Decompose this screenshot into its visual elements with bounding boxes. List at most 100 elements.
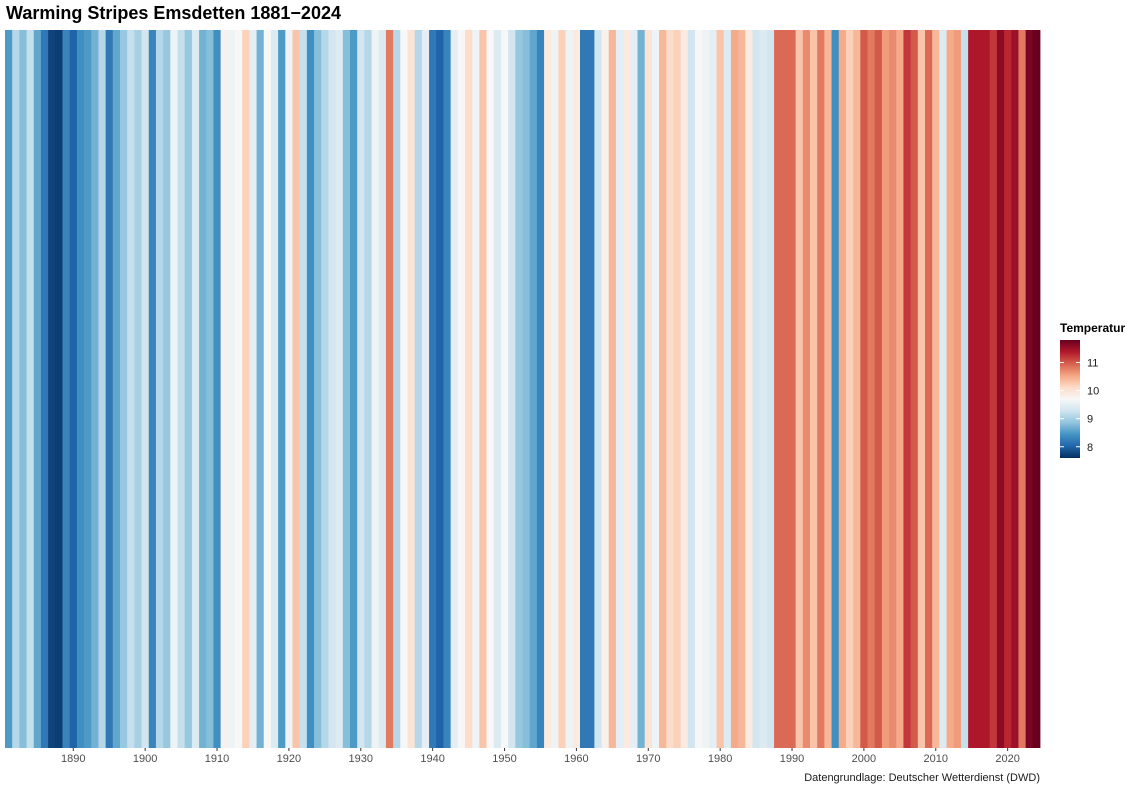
chart-caption: Datengrundlage: Deutscher Wetterdienst (… (804, 772, 1040, 784)
stripe-1899 (134, 30, 142, 748)
stripe-1934 (385, 30, 394, 748)
stripe-1966 (615, 30, 624, 748)
stripe-1952 (515, 30, 523, 748)
legend-tick-label: 9 (1087, 414, 1093, 426)
stripe-1935 (393, 30, 401, 748)
stripe-1905 (177, 30, 186, 748)
stripe-1927 (335, 30, 344, 748)
stripe-1999 (853, 30, 861, 748)
stripe-1891 (76, 30, 85, 748)
stripe-1949 (493, 30, 502, 748)
stripe-2010 (932, 30, 940, 748)
stripe-1887 (48, 30, 56, 748)
stripe-2012 (946, 30, 955, 748)
chart-title: Warming Stripes Emsdetten 1881−2024 (6, 3, 341, 23)
stripe-1960 (572, 30, 581, 748)
stripe-1985 (752, 30, 761, 748)
stripe-1932 (371, 30, 380, 748)
stripe-1923 (306, 30, 315, 748)
stripe-1995 (824, 30, 832, 748)
stripe-2018 (989, 30, 998, 748)
legend-tick-label: 8 (1087, 442, 1093, 454)
stripe-1938 (414, 30, 423, 748)
stripe-2003 (881, 30, 890, 748)
legend-title: Temperatur (1060, 321, 1125, 335)
stripe-1970 (644, 30, 653, 748)
stripe-2014 (960, 30, 969, 748)
stripe-1937 (407, 30, 416, 748)
x-tick-label: 1930 (349, 753, 373, 765)
stripe-1897 (120, 30, 128, 748)
stripe-1940 (429, 30, 437, 748)
stripe-1906 (184, 30, 193, 748)
stripe-1931 (364, 30, 372, 748)
stripe-1943 (450, 30, 459, 748)
stripe-1989 (781, 30, 789, 748)
x-tick-label: 1970 (636, 753, 660, 765)
stripe-2000 (860, 30, 868, 748)
stripe-1914 (242, 30, 250, 748)
stripe-1968 (630, 30, 638, 748)
x-tick-label: 1940 (420, 753, 444, 765)
stripe-2011 (939, 30, 947, 748)
stripe-2020 (1004, 30, 1012, 748)
stripe-2005 (896, 30, 904, 748)
stripe-1963 (594, 30, 602, 748)
legend-tick-label: 10 (1087, 386, 1099, 398)
stripe-2024 (1032, 30, 1041, 748)
stripe-1883 (19, 30, 27, 748)
stripe-1945 (465, 30, 473, 748)
stripe-1895 (105, 30, 114, 748)
x-tick-label: 1980 (708, 753, 732, 765)
stripe-1904 (170, 30, 178, 748)
x-tick-label: 1890 (61, 753, 85, 765)
stripe-1976 (687, 30, 696, 748)
legend-ticks: 8 9 10 11 (1060, 357, 1099, 454)
stripe-1994 (817, 30, 825, 748)
stripe-1981 (723, 30, 732, 748)
stripe-2002 (874, 30, 883, 748)
stripe-1920 (285, 30, 293, 748)
stripe-1909 (206, 30, 214, 748)
stripe-1967 (623, 30, 631, 748)
stripe-1922 (299, 30, 308, 748)
stripe-1911 (220, 30, 229, 748)
stripe-1916 (256, 30, 265, 748)
stripe-1886 (40, 30, 49, 748)
stripe-1977 (695, 30, 703, 748)
stripe-1987 (766, 30, 775, 748)
stripe-1992 (802, 30, 811, 748)
stripe-1892 (84, 30, 92, 748)
stripe-1980 (716, 30, 725, 748)
stripe-1908 (199, 30, 207, 748)
stripe-1942 (443, 30, 452, 748)
x-tick-label: 1990 (780, 753, 804, 765)
stripes-group (5, 30, 1041, 748)
stripe-2004 (889, 30, 897, 748)
stripe-1958 (558, 30, 567, 748)
stripe-1924 (314, 30, 322, 748)
stripe-1944 (457, 30, 466, 748)
stripe-1917 (263, 30, 272, 748)
x-tick-label: 1920 (277, 753, 301, 765)
stripe-1881 (5, 30, 13, 748)
stripe-1900 (141, 30, 150, 748)
stripe-1946 (472, 30, 480, 748)
stripe-1930 (357, 30, 365, 748)
stripe-1882 (12, 30, 20, 748)
stripe-1928 (342, 30, 351, 748)
stripe-1933 (378, 30, 387, 748)
stripe-1975 (680, 30, 689, 748)
x-tick-label: 2010 (924, 753, 948, 765)
x-tick-label: 1960 (564, 753, 588, 765)
stripe-1984 (745, 30, 753, 748)
stripe-1884 (26, 30, 35, 748)
stripe-1889 (62, 30, 71, 748)
stripe-1910 (213, 30, 222, 748)
stripe-1991 (795, 30, 804, 748)
stripe-1979 (709, 30, 717, 748)
stripe-1982 (730, 30, 739, 748)
legend-tick-label: 11 (1087, 357, 1098, 369)
color-legend: Temperatur 8 9 10 11 (1060, 321, 1125, 458)
